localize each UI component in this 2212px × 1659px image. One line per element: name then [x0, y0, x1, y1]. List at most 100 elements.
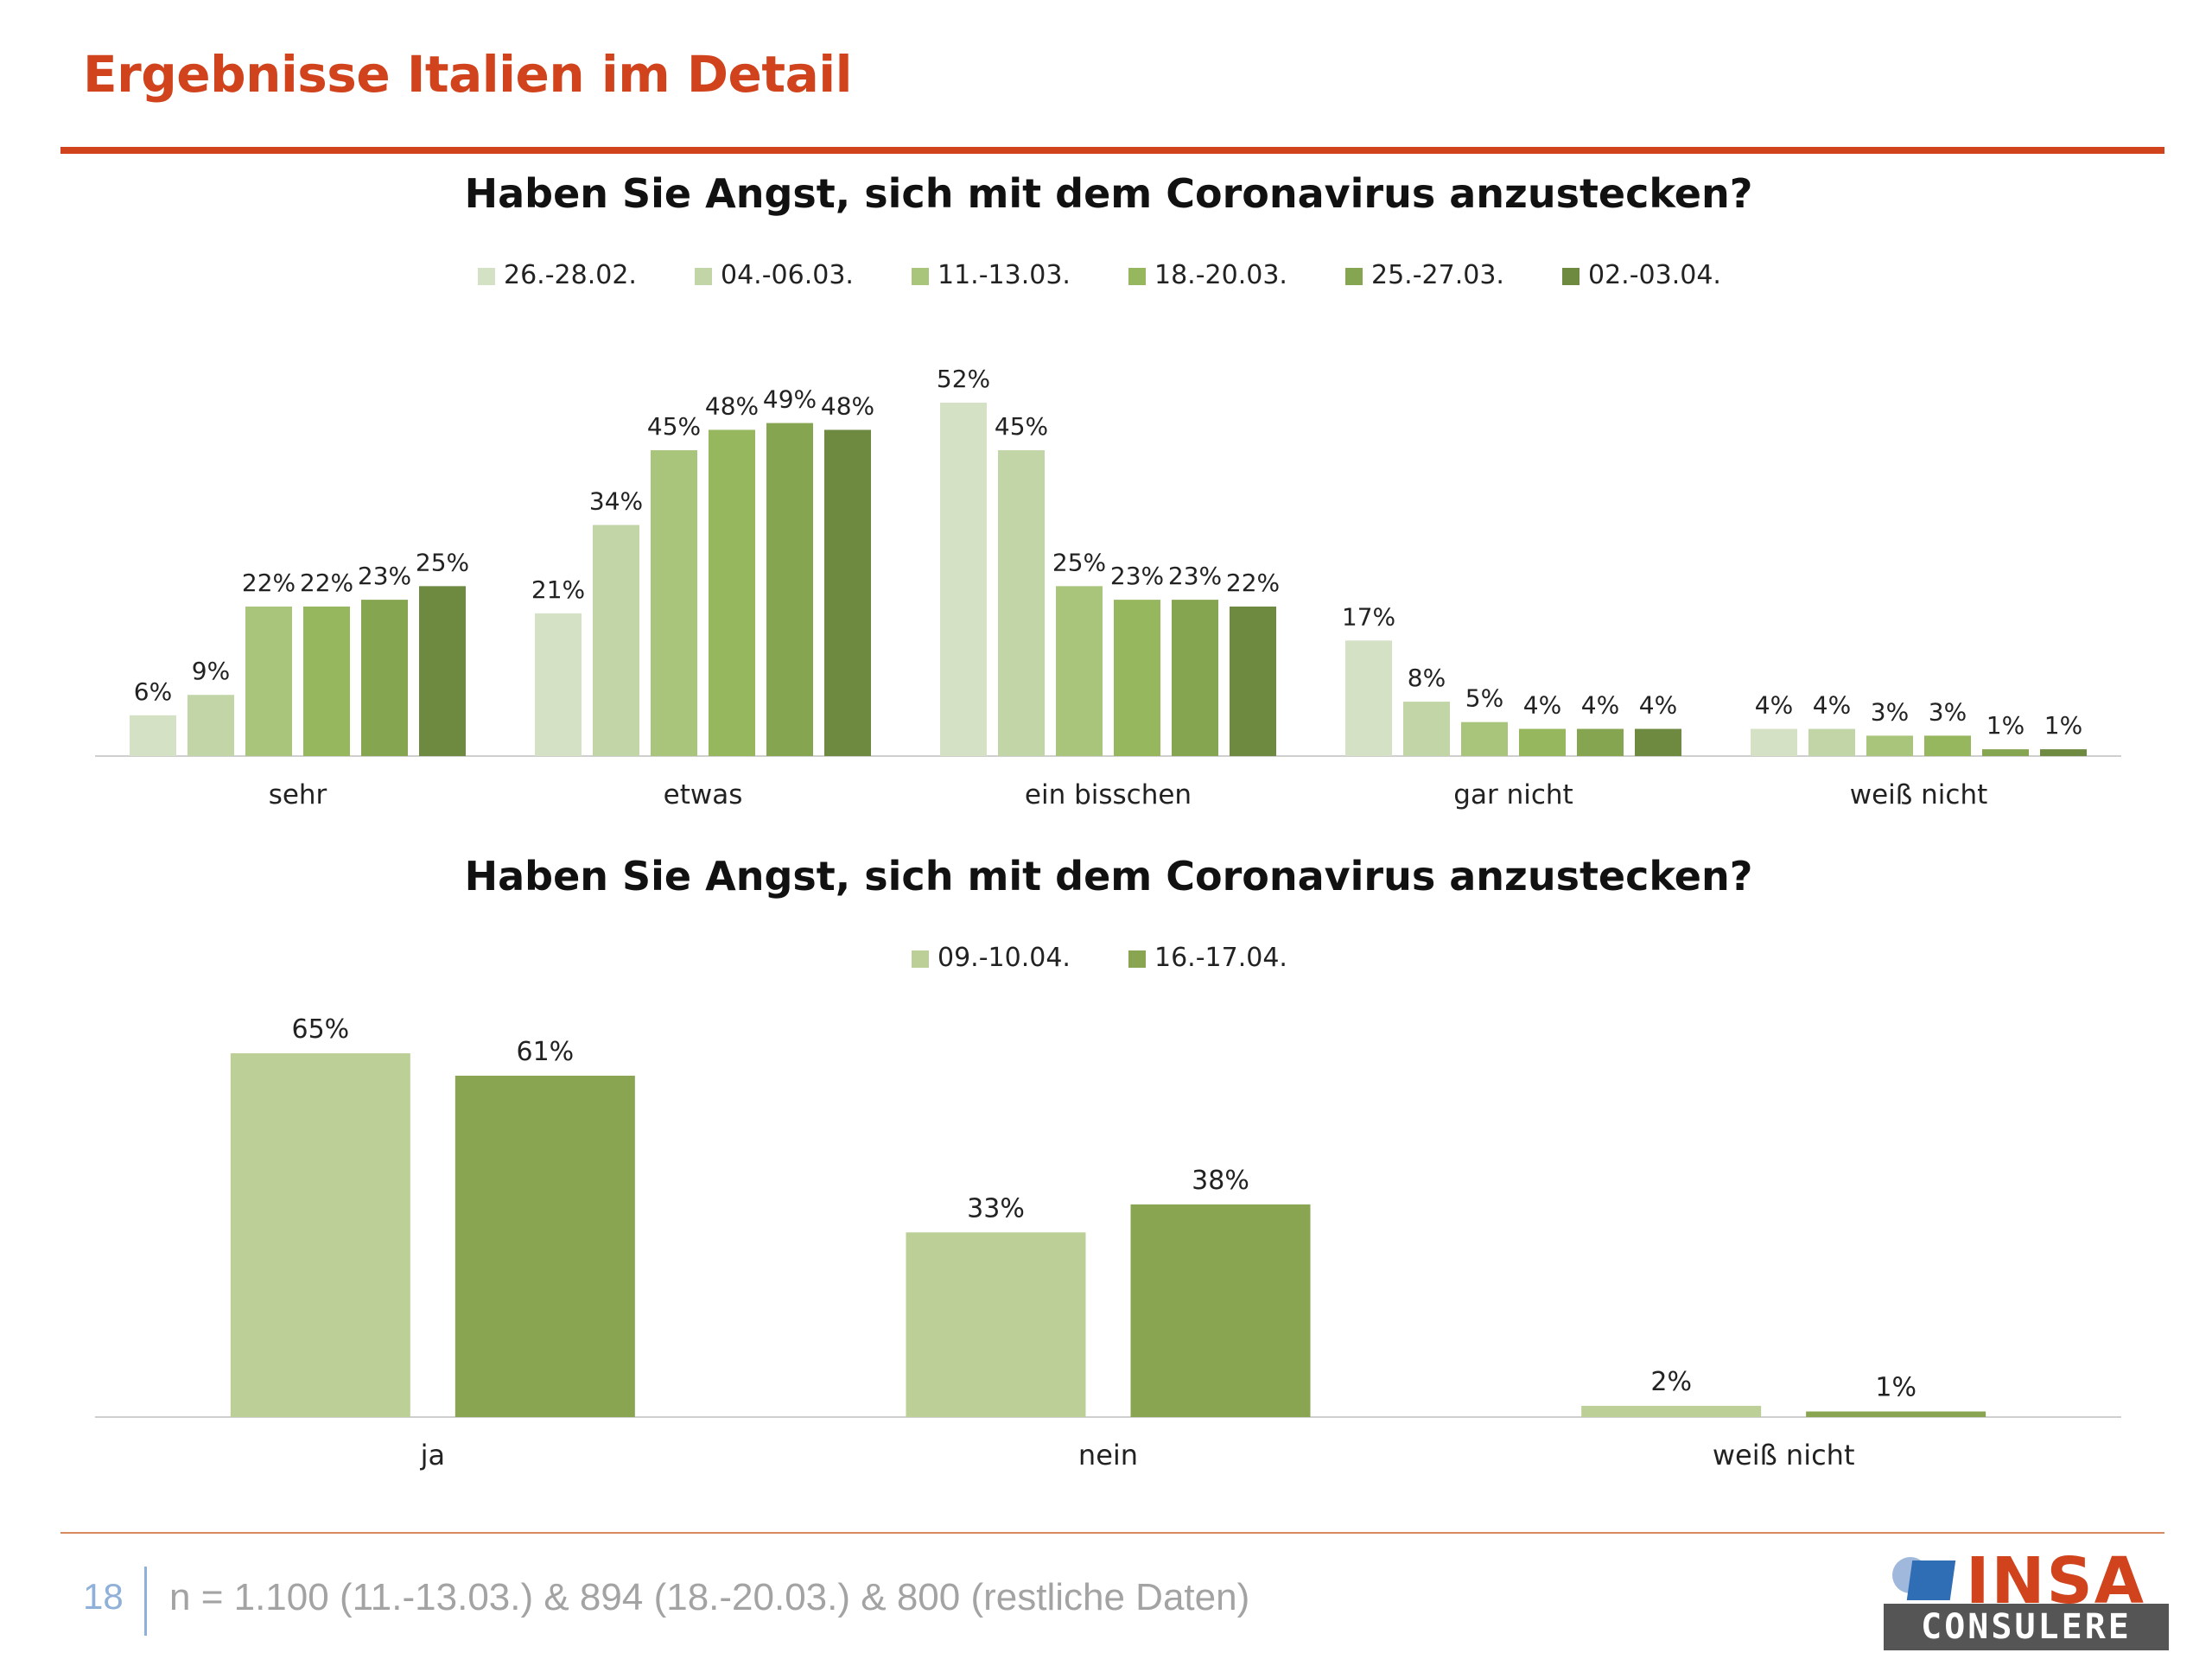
chart-title: Haben Sie Angst, sich mit dem Coronaviru…	[465, 170, 1753, 217]
chart-legend: 09.-10.04. 16.-17.04.	[912, 943, 1287, 973]
legend-swatch	[912, 950, 929, 968]
bar	[1172, 600, 1218, 756]
bar	[824, 429, 871, 756]
data-label: 23%	[358, 562, 411, 590]
bar	[709, 429, 755, 756]
bar	[1056, 586, 1103, 756]
bar	[1751, 728, 1797, 756]
bar	[361, 600, 408, 756]
legend-label: 09.-10.04.	[938, 943, 1071, 973]
bar	[1581, 1406, 1762, 1417]
data-label: 45%	[995, 412, 1048, 441]
bar	[593, 524, 639, 756]
category-label: sehr	[269, 779, 327, 810]
bar	[906, 1232, 1086, 1417]
data-label: 22%	[242, 569, 296, 597]
data-label: 6%	[134, 677, 172, 706]
bar	[130, 715, 176, 756]
bar	[651, 450, 697, 756]
data-label: 25%	[416, 548, 469, 576]
legend-swatch	[695, 268, 712, 285]
data-label: 22%	[300, 569, 353, 597]
bar	[1114, 600, 1160, 756]
legend-swatch	[912, 268, 929, 285]
bar	[2040, 749, 2087, 756]
data-label: 65%	[291, 1014, 349, 1045]
bar	[419, 586, 466, 756]
data-label: 4%	[1813, 691, 1851, 720]
bar	[535, 613, 582, 756]
data-label: 2%	[1650, 1367, 1692, 1397]
legend-label: 02.-03.04.	[1588, 260, 1721, 290]
chart-angst-zeitverlauf: Haben Sie Angst, sich mit dem Coronaviru…	[95, 170, 2121, 810]
legend-label: 16.-17.04.	[1154, 943, 1287, 973]
data-label: 4%	[1581, 691, 1619, 720]
category-label: nein	[1078, 1439, 1138, 1471]
bar	[303, 606, 350, 756]
legend-label: 18.-20.03.	[1154, 260, 1287, 290]
chart-angst-april: Haben Sie Angst, sich mit dem Coronaviru…	[95, 853, 2121, 1471]
legend-label: 11.-13.03.	[938, 260, 1071, 290]
data-label: 34%	[589, 487, 643, 516]
data-label: 5%	[1465, 684, 1503, 713]
legend-label: 04.-06.03.	[721, 260, 854, 290]
bar	[1461, 721, 1508, 756]
logo-subtitle: CONSULERE	[1884, 1604, 2169, 1650]
logo-mark-square	[1906, 1560, 1956, 1600]
legend-swatch	[1128, 268, 1146, 285]
bar	[1635, 728, 1681, 756]
data-label: 4%	[1639, 691, 1677, 720]
bar	[998, 450, 1045, 756]
bar	[940, 403, 987, 756]
data-label: 38%	[1192, 1166, 1249, 1196]
page-number: 18	[83, 1576, 124, 1617]
bar	[1230, 606, 1276, 756]
legend-label: 25.-27.03.	[1371, 260, 1504, 290]
data-label: 4%	[1755, 691, 1793, 720]
data-label: 49%	[763, 385, 817, 414]
data-label: 22%	[1226, 569, 1280, 597]
data-label: 1%	[2044, 711, 2082, 740]
category-label: weiß nicht	[1713, 1439, 1855, 1471]
category-label: ein bisschen	[1025, 779, 1192, 810]
category-label: etwas	[664, 779, 743, 810]
data-label: 61%	[516, 1037, 574, 1067]
bar	[1866, 735, 1913, 756]
legend-swatch	[1128, 950, 1146, 968]
data-label: 25%	[1052, 548, 1106, 576]
bar	[188, 695, 234, 756]
category-label: ja	[420, 1439, 446, 1471]
bar	[1808, 728, 1855, 756]
bar	[245, 606, 292, 756]
bar	[230, 1053, 410, 1417]
bar	[454, 1075, 635, 1417]
data-label: 21%	[531, 575, 585, 604]
data-label: 1%	[1986, 711, 2024, 740]
data-label: 9%	[192, 657, 230, 685]
bar	[1345, 640, 1392, 756]
bar	[1577, 728, 1624, 756]
bar	[1806, 1411, 1986, 1417]
insa-consulere-logo: INSA CONSULERE	[1884, 1547, 2169, 1650]
page-number-separator	[144, 1567, 147, 1636]
category-label: weiß nicht	[1850, 779, 1988, 810]
data-label: 3%	[1871, 697, 1909, 726]
slide-title: Ergebnisse Italien im Detail	[83, 45, 852, 104]
chart-title: Haben Sie Angst, sich mit dem Coronaviru…	[465, 853, 1753, 899]
data-label: 3%	[1929, 697, 1967, 726]
bar	[1924, 735, 1971, 756]
legend-label: 26.-28.02.	[504, 260, 637, 290]
bar	[1982, 749, 2029, 756]
category-label: gar nicht	[1453, 779, 1573, 810]
data-label: 4%	[1523, 691, 1561, 720]
bar	[1403, 702, 1450, 756]
legend-swatch	[1345, 268, 1363, 285]
data-label: 1%	[1875, 1373, 1916, 1403]
data-label: 8%	[1408, 664, 1446, 692]
footer-divider-line	[60, 1532, 2164, 1534]
data-label: 17%	[1342, 602, 1395, 631]
title-underline	[60, 147, 2164, 154]
legend-swatch	[1562, 268, 1580, 285]
data-label: 23%	[1110, 562, 1164, 590]
data-label: 52%	[937, 365, 990, 393]
